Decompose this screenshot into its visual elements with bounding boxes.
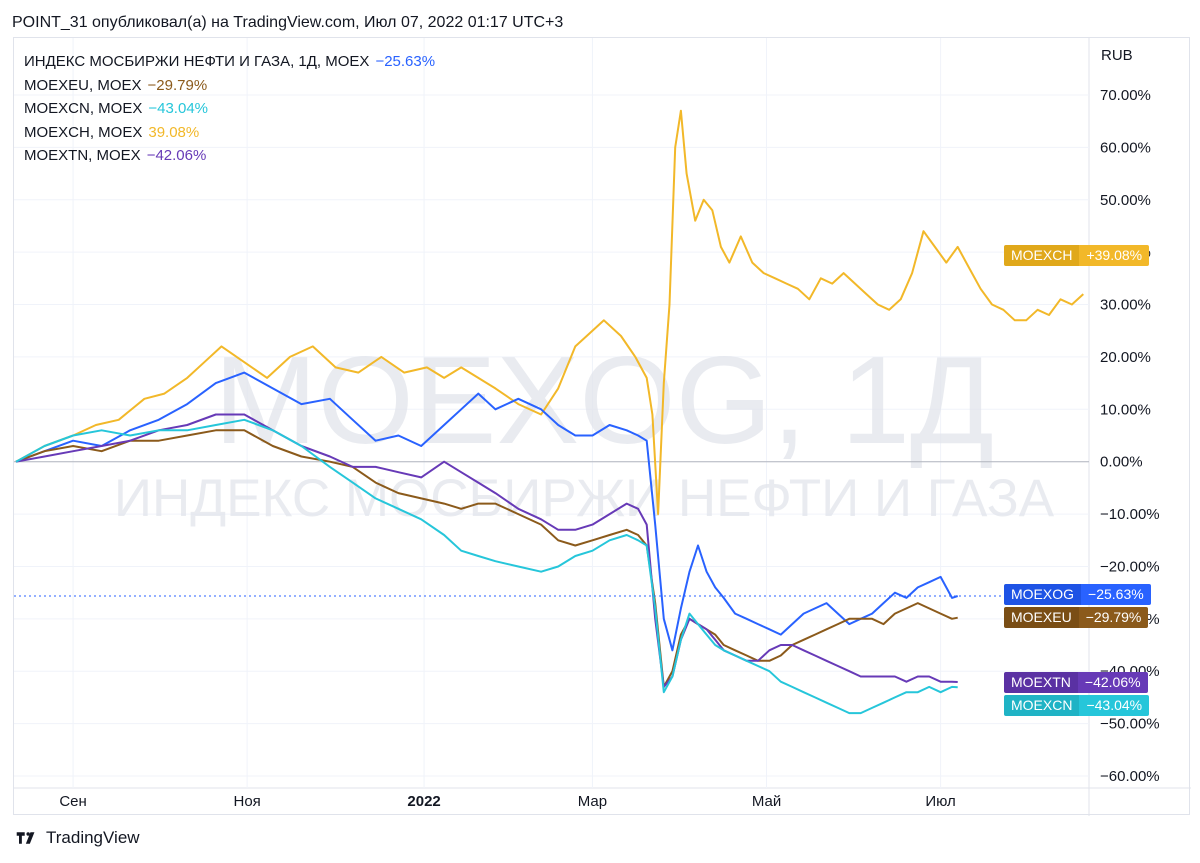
- y-tick-label: 70.00%: [1100, 87, 1151, 104]
- series-group[interactable]: [14, 109, 1089, 715]
- legend-row-moexch[interactable]: MOEXCH, MOEX 39.08%: [24, 121, 435, 145]
- legend-value: −29.79%: [147, 76, 208, 94]
- x-tick-label: Мар: [578, 793, 607, 810]
- legend-row-moexog[interactable]: ИНДЕКС МОСБИРЖИ НЕФТИ И ГАЗА, 1Д, MOEX −2…: [24, 50, 435, 74]
- y-tick-label: 0.00%: [1100, 454, 1143, 471]
- legend-label: MOEXCN, MOEX: [24, 100, 143, 117]
- price-tag-ticker: MOEXEU: [1004, 607, 1079, 628]
- publish-caption: POINT_31 опубликовал(а) на TradingView.c…: [12, 14, 564, 31]
- tradingview-logo-icon: [16, 832, 35, 844]
- y-tick-label: −50.00%: [1100, 716, 1160, 733]
- legend-row-moextn[interactable]: MOEXTN, MOEX −42.06%: [24, 144, 435, 168]
- price-tag-moexog[interactable]: MOEXOG −25.63%: [1004, 584, 1151, 605]
- price-tag-ticker: MOEXTN: [1004, 672, 1078, 693]
- watermark-symbol: MOEXOG, 1Д: [214, 332, 994, 470]
- price-tag-moextn[interactable]: MOEXTN −42.06%: [1004, 672, 1148, 693]
- legend-value: 39.08%: [148, 123, 200, 141]
- legend-value: −25.63%: [375, 53, 436, 70]
- y-tick-label: 20.00%: [1100, 349, 1151, 366]
- chart-canvas[interactable]: MOEXOG, 1Д ИНДЕКС МОСБИРЖИ НЕФТИ И ГАЗА …: [14, 38, 1191, 816]
- y-tick-label: −10.00%: [1100, 506, 1160, 523]
- series-line-moexcn[interactable]: [15, 418, 958, 715]
- watermark-title: ИНДЕКС МОСБИРЖИ НЕФТИ И ГАЗА: [114, 469, 1055, 528]
- price-tag-ticker: MOEXCH: [1004, 245, 1080, 266]
- x-tick-label: Сен: [59, 793, 86, 810]
- price-tag-ticker: MOEXCN: [1004, 695, 1080, 716]
- legend-label: ИНДЕКС МОСБИРЖИ НЕФТИ И ГАЗА, 1Д, MOEX: [24, 53, 370, 70]
- x-tick-label: 2022: [407, 793, 440, 810]
- currency-label: RUB: [1101, 47, 1133, 64]
- price-tag-value: −25.63%: [1081, 584, 1151, 605]
- tradingview-brand[interactable]: TradingView: [14, 828, 140, 848]
- legend-value: −43.04%: [148, 100, 208, 117]
- x-tick-label: Ноя: [233, 793, 260, 810]
- y-tick-label: 60.00%: [1100, 139, 1151, 156]
- price-tag-value: −29.79%: [1078, 607, 1149, 628]
- x-axis[interactable]: Сен Ноя 2022 Мар Май Июл: [59, 793, 956, 810]
- series-line-moexch[interactable]: [15, 109, 1084, 516]
- y-tick-label: 50.00%: [1100, 192, 1151, 209]
- price-tag-moexcn[interactable]: MOEXCN −43.04%: [1004, 695, 1150, 716]
- price-tag-value: +39.08%: [1079, 245, 1150, 266]
- price-tag-value: −42.06%: [1077, 672, 1148, 693]
- series-line-moexog[interactable]: [15, 371, 959, 652]
- legend-row-moexeu[interactable]: MOEXEU, MOEX −29.79%: [24, 74, 435, 98]
- legend-label: MOEXEU, MOEX: [24, 76, 142, 94]
- price-tag-value: −43.04%: [1079, 695, 1150, 716]
- y-tick-label: 10.00%: [1100, 401, 1151, 418]
- price-tag-ticker: MOEXOG: [1004, 584, 1082, 605]
- x-tick-label: Май: [752, 793, 781, 810]
- y-tick-label: −60.00%: [1100, 768, 1160, 785]
- legend-row-moexcn[interactable]: MOEXCN, MOEX −43.04%: [24, 97, 435, 121]
- x-tick-label: Июл: [925, 793, 955, 810]
- watermark: MOEXOG, 1Д ИНДЕКС МОСБИРЖИ НЕФТИ И ГАЗА: [114, 332, 1055, 528]
- price-tag-moexeu[interactable]: MOEXEU −29.79%: [1004, 607, 1149, 628]
- chart-frame[interactable]: MOEXOG, 1Д ИНДЕКС МОСБИРЖИ НЕФТИ И ГАЗА …: [13, 37, 1191, 816]
- y-tick-label: 30.00%: [1100, 297, 1151, 314]
- legend: ИНДЕКС МОСБИРЖИ НЕФТИ И ГАЗА, 1Д, MOEX −2…: [24, 50, 435, 168]
- legend-value: −42.06%: [146, 147, 207, 164]
- price-tag-moexch[interactable]: MOEXCH +39.08%: [1004, 245, 1150, 266]
- y-tick-label: −20.00%: [1100, 558, 1160, 575]
- brand-name: TradingView: [46, 828, 140, 847]
- legend-label: MOEXTN, MOEX: [24, 147, 141, 164]
- legend-label: MOEXCH, MOEX: [24, 123, 143, 141]
